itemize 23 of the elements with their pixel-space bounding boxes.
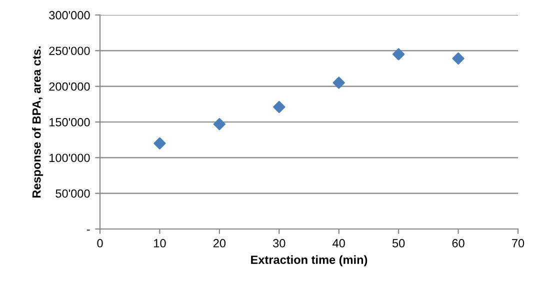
y-tick-label: - [86,230,90,231]
x-tick-label: 40 [332,239,345,248]
y-axis-title: Response of BPA, area cts. [32,46,44,198]
y-tick-label: 250'000 [49,46,90,56]
x-tick-label: 30 [273,239,286,248]
y-tick-label: 150'000 [50,118,90,126]
point [392,48,405,60]
point [332,76,345,89]
point [154,137,166,150]
x-tick-label: 20 [213,239,226,248]
x-tick-label: 0 [97,239,103,248]
point [273,100,286,114]
y-tick-label: 200'000 [49,82,90,91]
point [213,118,226,130]
y-tick-label: 50'000 [56,189,90,198]
x-tick-label: 70 [512,239,524,248]
x-tick-label: 50 [392,239,405,248]
y-tick-label: 100'000 [50,154,90,162]
x-axis-title: Extraction time (min) [251,255,368,266]
y-tick-label: 300'000 [49,11,90,20]
point [452,52,464,65]
x-tick-label: 10 [154,239,166,248]
x-tick-label: 60 [452,239,464,248]
